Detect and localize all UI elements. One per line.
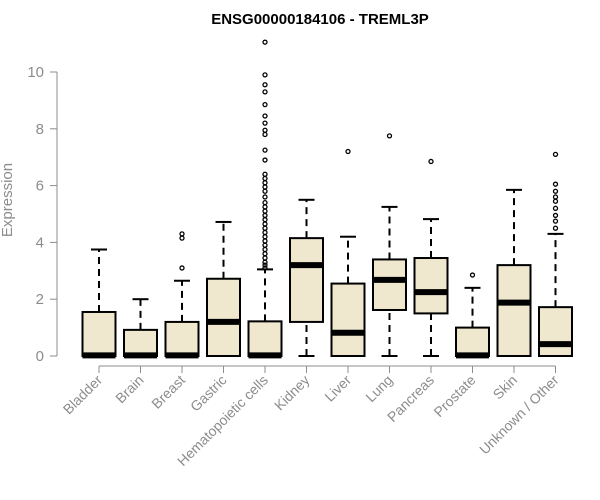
- box-pancreas: [413, 158, 449, 357]
- outlier-point: [552, 181, 559, 187]
- box-kidney: [289, 198, 324, 357]
- outlier-point: [262, 255, 268, 261]
- outlier-point: [262, 262, 268, 268]
- outlier-point: [262, 120, 268, 126]
- box-iqr: [372, 258, 407, 311]
- y-tick-label: 2: [36, 291, 44, 308]
- outlier-point: [262, 265, 268, 271]
- outlier-point: [262, 199, 268, 206]
- outlier-point: [552, 212, 559, 219]
- outlier-point: [262, 194, 268, 200]
- y-axis-label: Expression: [0, 163, 16, 237]
- y-tick-label: 10: [27, 64, 44, 81]
- outlier-point: [262, 251, 268, 257]
- outlier-point: [262, 89, 268, 95]
- y-tick-label: 4: [36, 234, 44, 251]
- chart-title: ENSG00000184106 - TREML3P: [211, 11, 429, 28]
- outlier-point: [552, 188, 559, 194]
- axes: 0 2 4 6 8 10: [27, 64, 556, 373]
- box-prostate: [455, 272, 490, 359]
- outlier-point: [262, 225, 268, 231]
- outlier-point: [262, 184, 268, 190]
- x-tick-label: Kidney: [271, 372, 313, 414]
- x-tick-label: Lung: [362, 372, 395, 405]
- outlier-point: [262, 72, 268, 78]
- outlier-point: [262, 127, 268, 133]
- box-iqr: [496, 264, 532, 357]
- x-tick-label: Liver: [321, 372, 354, 405]
- outlier-point: [262, 147, 268, 153]
- box-iqr: [164, 320, 200, 358]
- box-hematopoietic-cells: [247, 39, 283, 359]
- outlier-point: [262, 157, 268, 163]
- outlier-point: [552, 205, 559, 211]
- box-brain: [123, 298, 158, 359]
- box-iqr: [81, 310, 117, 358]
- outlier-point: [262, 234, 268, 240]
- outlier-point: [345, 148, 351, 155]
- outlier-point: [262, 180, 268, 186]
- x-tick-label: Brain: [112, 372, 146, 406]
- outlier-point: [552, 194, 559, 200]
- outlier-point: [262, 82, 268, 88]
- y-tick-label: 6: [36, 178, 44, 195]
- box-liver: [330, 148, 366, 357]
- box-iqr: [289, 237, 324, 323]
- x-tick-label: Bladder: [60, 372, 106, 418]
- outlier-point: [179, 231, 185, 237]
- outlier-point: [262, 208, 268, 214]
- outlier-point: [469, 272, 476, 278]
- box-iqr: [247, 320, 283, 357]
- outlier-point: [262, 221, 268, 227]
- outlier-point: [262, 113, 268, 119]
- y-tick-label: 8: [36, 121, 44, 138]
- y-tick-label: 0: [36, 348, 44, 365]
- outlier-point: [262, 229, 268, 236]
- outlier-point: [262, 212, 268, 219]
- outlier-point: [262, 238, 268, 244]
- box-gastric: [206, 220, 241, 358]
- outlier-point: [552, 151, 559, 158]
- box-skin: [496, 188, 532, 357]
- outlier-point: [386, 133, 393, 139]
- box-bladder: [81, 248, 117, 359]
- x-tick-label: Unknown / Other: [476, 372, 562, 458]
- box-iqr: [123, 328, 158, 358]
- x-tick-label: Skin: [490, 372, 521, 403]
- box-iqr: [538, 306, 573, 358]
- outlier-point: [262, 102, 268, 108]
- box-iqr: [330, 282, 366, 357]
- x-tick-label: Breast: [148, 372, 188, 412]
- box-iqr: [413, 257, 449, 315]
- box-lung: [372, 133, 407, 357]
- outlier-point: [179, 235, 185, 241]
- box-unknown-other: [538, 151, 573, 358]
- box-iqr: [455, 326, 490, 358]
- outlier-point: [262, 259, 268, 265]
- outlier-point: [552, 225, 559, 231]
- box-breast: [164, 231, 200, 359]
- outlier-point: [262, 242, 268, 248]
- outlier-point: [428, 158, 434, 165]
- outlier-point: [262, 171, 268, 177]
- box-iqr: [206, 277, 241, 358]
- outlier-point: [262, 175, 268, 182]
- x-tick-label: Prostate: [430, 372, 478, 420]
- outlier-point: [552, 218, 559, 224]
- outlier-point: [552, 198, 559, 204]
- outlier-point: [262, 39, 268, 45]
- outlier-point: [262, 131, 268, 138]
- outlier-point: [262, 217, 268, 223]
- outlier-point: [262, 188, 268, 194]
- outlier-point: [262, 246, 268, 253]
- outlier-point: [262, 204, 268, 210]
- box-series: [81, 39, 573, 359]
- outlier-point: [179, 265, 185, 271]
